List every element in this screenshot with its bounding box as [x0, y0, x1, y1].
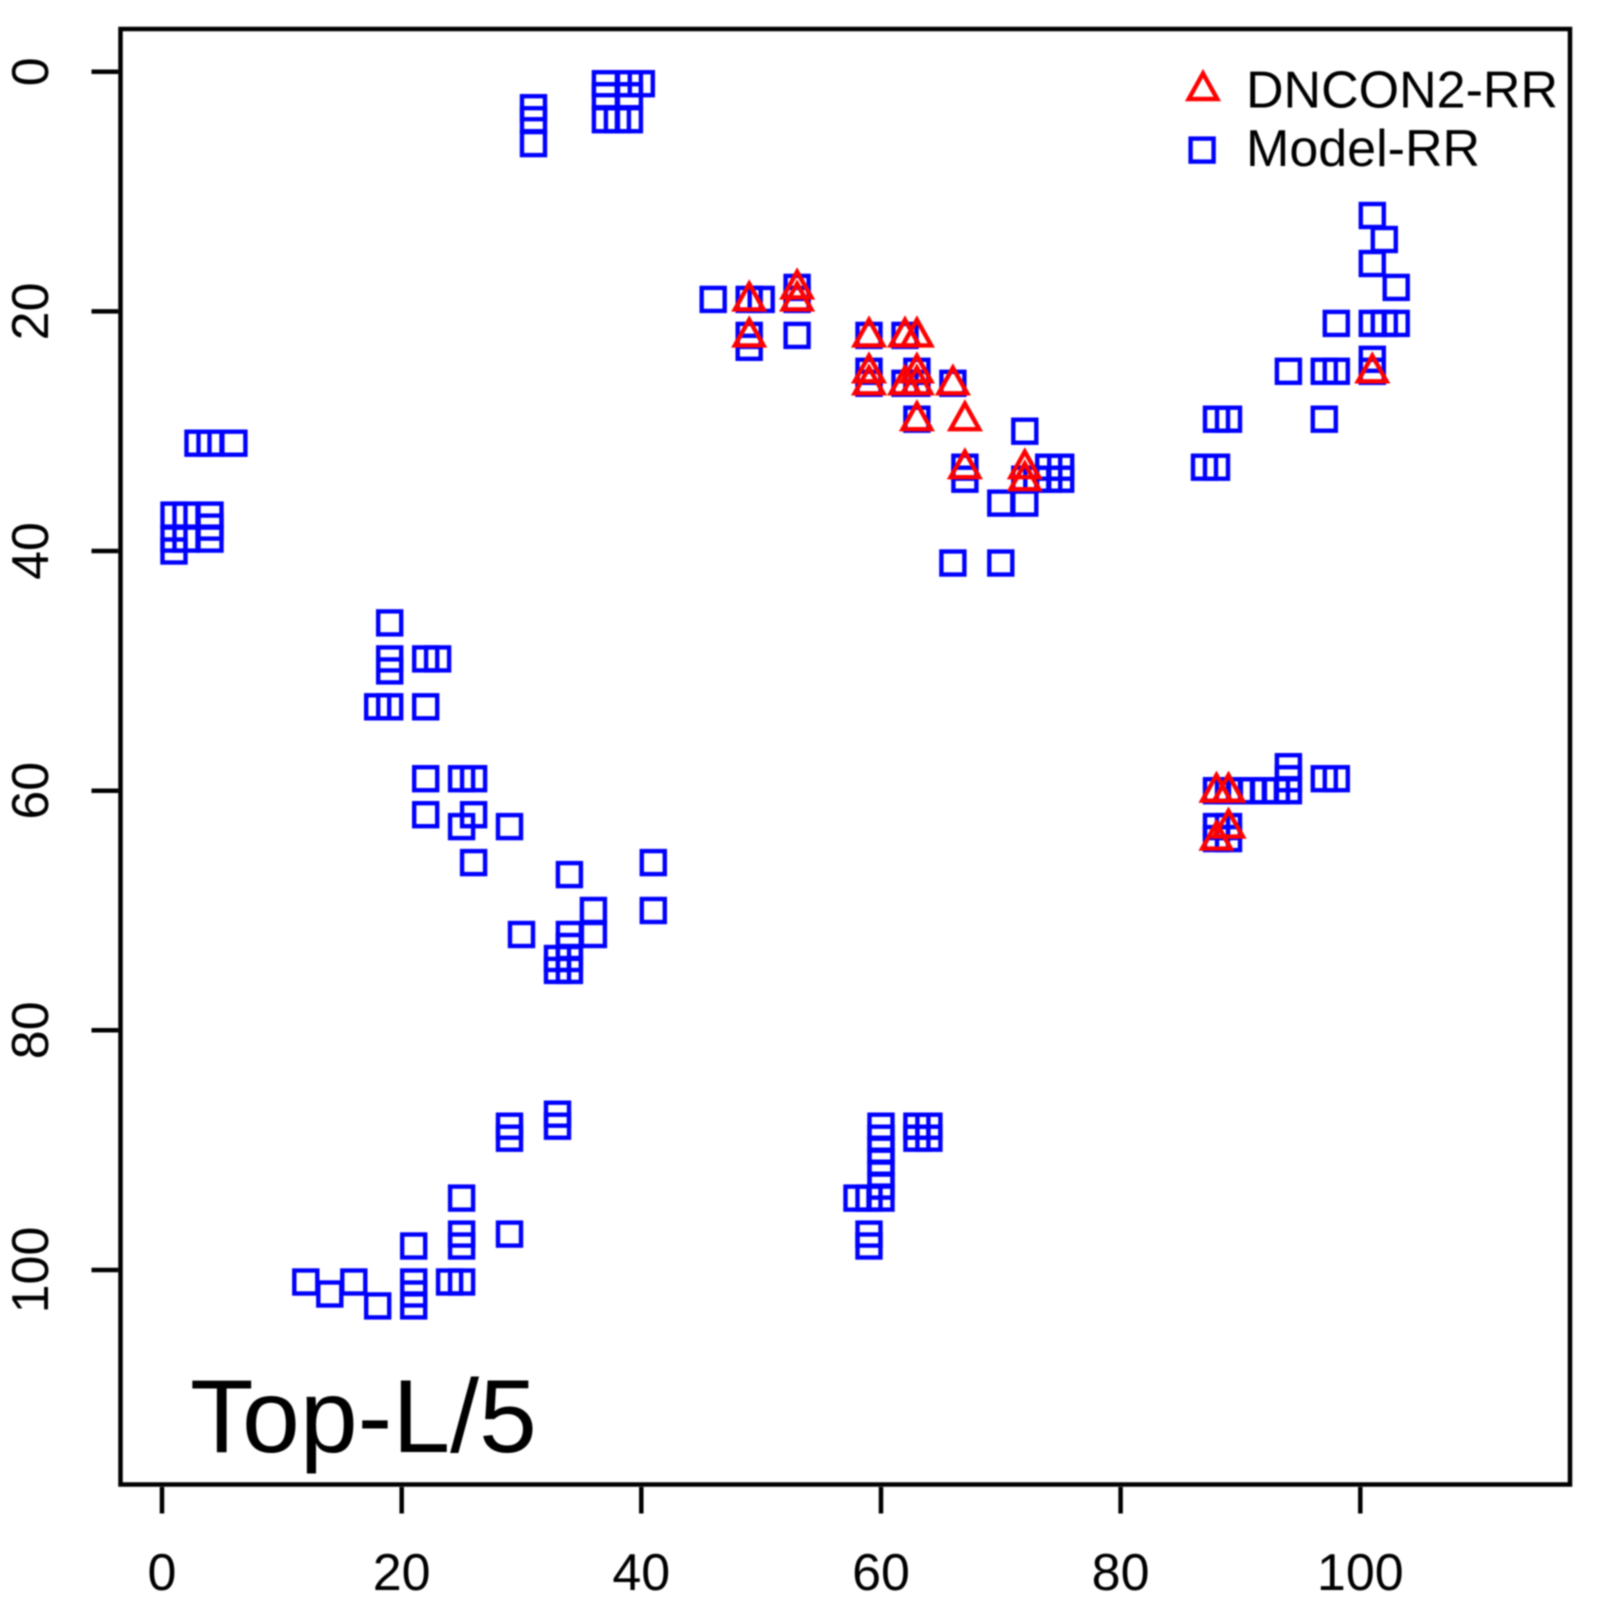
svg-text:40: 40 — [612, 1544, 670, 1600]
svg-text:Model-RR: Model-RR — [1246, 120, 1480, 178]
svg-text:0: 0 — [148, 1544, 177, 1600]
svg-text:20: 20 — [2, 282, 60, 340]
svg-text:40: 40 — [2, 522, 60, 580]
svg-text:0: 0 — [2, 57, 60, 86]
svg-text:20: 20 — [373, 1544, 431, 1600]
svg-text:80: 80 — [2, 1001, 60, 1059]
svg-text:100: 100 — [2, 1227, 60, 1314]
svg-text:60: 60 — [2, 762, 60, 820]
svg-text:60: 60 — [852, 1544, 910, 1600]
svg-text:80: 80 — [1092, 1544, 1150, 1600]
svg-text:100: 100 — [1317, 1544, 1404, 1600]
svg-text:Top-L/5: Top-L/5 — [190, 1359, 537, 1475]
svg-text:DNCON2-RR: DNCON2-RR — [1246, 62, 1558, 120]
